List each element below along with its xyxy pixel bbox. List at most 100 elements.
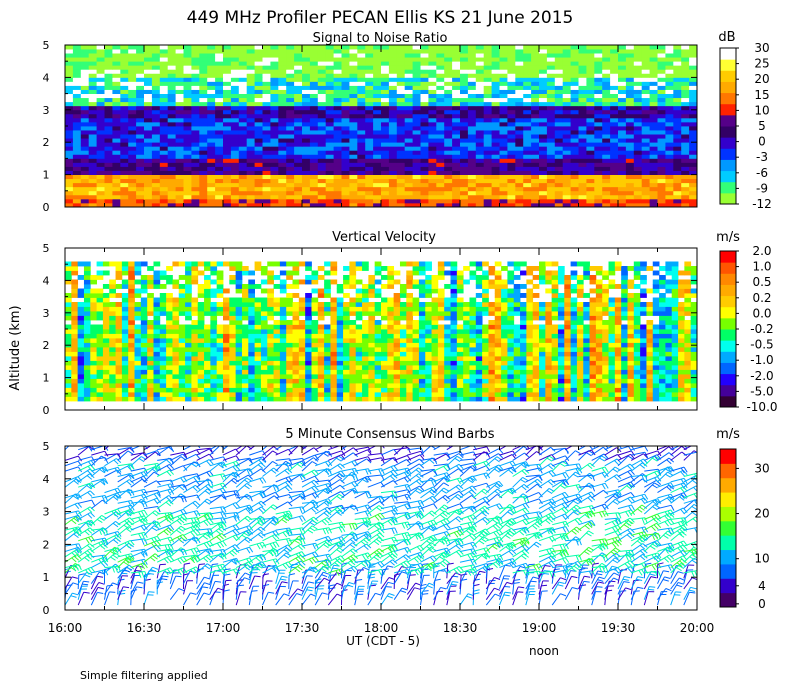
snr-cell — [594, 202, 603, 207]
velocity-cell — [488, 378, 496, 384]
velocity-cell — [393, 333, 401, 339]
snr-cell — [246, 198, 255, 204]
velocity-cell — [595, 360, 603, 366]
snr-cell — [278, 146, 287, 151]
snr-cell — [515, 97, 524, 103]
snr-cell — [467, 109, 477, 115]
snr-cell — [388, 134, 398, 139]
snr-cell — [665, 186, 674, 192]
snr-cell — [689, 89, 697, 94]
snr-cell — [65, 49, 74, 54]
snr-cell — [262, 53, 271, 58]
snr-cell — [412, 178, 421, 184]
snr-cell — [578, 174, 587, 180]
snr-cell — [633, 109, 643, 115]
snr-cell — [499, 105, 508, 111]
snr-cell — [633, 77, 643, 82]
snr-y-tick-label: 5 — [43, 39, 50, 52]
snr-cell — [452, 93, 461, 99]
snr-cell — [65, 202, 74, 207]
snr-cell — [618, 121, 627, 127]
velocity-cell — [589, 329, 597, 334]
snr-cell — [515, 45, 524, 50]
snr-cell — [641, 146, 650, 151]
snr-cell — [594, 109, 603, 115]
snr-cell — [207, 178, 216, 184]
snr-cell — [586, 117, 595, 123]
velocity-cell — [65, 356, 72, 361]
snr-cell — [388, 146, 398, 151]
velocity-cell — [254, 392, 262, 397]
snr-cell — [270, 73, 279, 78]
snr-cell — [420, 170, 429, 175]
snr-cell — [333, 85, 342, 90]
snr-cell — [483, 113, 492, 119]
snr-cell — [183, 170, 192, 175]
snr-cell — [444, 101, 453, 107]
snr-cell — [373, 121, 382, 127]
snr-cell — [625, 89, 635, 94]
snr-cell — [483, 190, 492, 196]
snr-cell — [341, 113, 350, 119]
velocity-cell — [153, 383, 161, 388]
velocity-cell — [317, 374, 325, 379]
velocity-cell — [374, 342, 382, 348]
snr-cell — [128, 202, 137, 207]
snr-cell — [317, 101, 327, 107]
velocity-cell — [330, 369, 338, 375]
velocity-cell — [640, 329, 647, 334]
velocity-cell — [501, 351, 508, 357]
snr-cell — [381, 101, 390, 107]
snr-cell — [689, 97, 697, 103]
snr-cell — [396, 154, 406, 159]
snr-cell — [270, 178, 279, 184]
snr-cell — [444, 174, 453, 180]
snr-cell — [136, 105, 145, 111]
snr-cell — [546, 105, 556, 111]
snr-cell — [649, 49, 658, 54]
snr-cell — [333, 105, 342, 111]
snr-cell — [333, 57, 342, 62]
velocity-cell — [362, 356, 369, 361]
snr-cell — [223, 174, 232, 180]
snr-cell — [562, 178, 571, 184]
snr-cell — [167, 130, 176, 135]
velocity-cell — [178, 324, 186, 330]
velocity-cell — [387, 351, 395, 357]
velocity-cell — [690, 369, 697, 375]
snr-cell — [72, 113, 82, 119]
snr-cell — [539, 178, 548, 184]
snr-cell — [144, 142, 153, 147]
snr-cell — [452, 142, 461, 147]
snr-cell — [317, 186, 327, 192]
snr-cell — [96, 182, 105, 188]
snr-cell — [183, 93, 192, 99]
velocity-cell — [216, 369, 224, 375]
velocity-cell — [248, 333, 255, 339]
snr-cell — [144, 134, 153, 139]
velocity-cell — [406, 356, 413, 361]
velocity-cell — [501, 387, 508, 393]
snr-cell — [689, 81, 697, 86]
snr-cell — [396, 126, 406, 131]
velocity-cell — [646, 365, 654, 370]
snr-cell — [183, 89, 192, 94]
snr-cell — [120, 109, 129, 115]
velocity-cell — [437, 356, 445, 361]
snr-cell — [507, 142, 516, 147]
snr-cell — [207, 89, 216, 94]
snr-cell — [657, 170, 666, 175]
snr-cell — [254, 174, 263, 180]
snr-cell — [215, 85, 224, 90]
snr-cell — [128, 190, 137, 196]
velocity-cell — [608, 365, 616, 370]
velocity-cell — [418, 356, 426, 361]
snr-cell — [80, 198, 90, 204]
snr-cell — [65, 77, 74, 82]
snr-colorbar-swatch — [720, 103, 736, 116]
velocity-cell — [374, 374, 382, 379]
snr-cell — [633, 158, 643, 163]
velocity-cell — [96, 347, 104, 352]
velocity-cell — [134, 351, 142, 357]
snr-cell — [467, 134, 477, 139]
